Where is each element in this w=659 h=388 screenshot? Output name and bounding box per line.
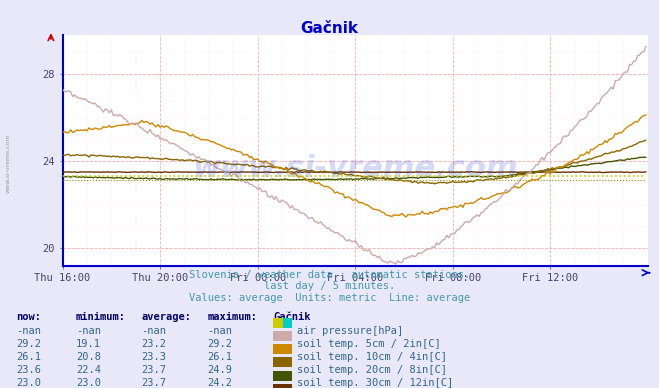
- Text: 22.4: 22.4: [76, 365, 101, 375]
- Text: 29.2: 29.2: [208, 339, 233, 349]
- Text: 23.2: 23.2: [142, 339, 167, 349]
- Text: 23.0: 23.0: [76, 378, 101, 388]
- Text: 23.3: 23.3: [142, 352, 167, 362]
- Text: -nan: -nan: [142, 326, 167, 336]
- Text: 23.6: 23.6: [16, 365, 42, 375]
- Text: soil temp. 5cm / 2in[C]: soil temp. 5cm / 2in[C]: [297, 339, 441, 349]
- Text: 23.0: 23.0: [16, 378, 42, 388]
- Text: -nan: -nan: [16, 326, 42, 336]
- Text: Gačnik: Gačnik: [273, 312, 311, 322]
- Text: 23.7: 23.7: [142, 365, 167, 375]
- Text: now:: now:: [16, 312, 42, 322]
- Text: 24.9: 24.9: [208, 365, 233, 375]
- Text: 19.1: 19.1: [76, 339, 101, 349]
- Text: maximum:: maximum:: [208, 312, 258, 322]
- Text: minimum:: minimum:: [76, 312, 126, 322]
- Text: 26.1: 26.1: [208, 352, 233, 362]
- Text: -nan: -nan: [76, 326, 101, 336]
- Text: Slovenia / weather data - automatic stations.: Slovenia / weather data - automatic stat…: [189, 270, 470, 280]
- Text: -nan: -nan: [208, 326, 233, 336]
- Text: 20.8: 20.8: [76, 352, 101, 362]
- Text: www.si-vreme.com: www.si-vreme.com: [192, 154, 518, 183]
- Text: soil temp. 20cm / 8in[C]: soil temp. 20cm / 8in[C]: [297, 365, 447, 375]
- Text: Gačnik: Gačnik: [301, 21, 358, 36]
- Text: 24.2: 24.2: [208, 378, 233, 388]
- Text: 23.7: 23.7: [142, 378, 167, 388]
- Text: soil temp. 10cm / 4in[C]: soil temp. 10cm / 4in[C]: [297, 352, 447, 362]
- Text: www.si-vreme.com: www.si-vreme.com: [5, 133, 11, 193]
- Text: air pressure[hPa]: air pressure[hPa]: [297, 326, 403, 336]
- Text: average:: average:: [142, 312, 192, 322]
- Text: soil temp. 30cm / 12in[C]: soil temp. 30cm / 12in[C]: [297, 378, 453, 388]
- Text: 29.2: 29.2: [16, 339, 42, 349]
- Text: 26.1: 26.1: [16, 352, 42, 362]
- Text: Values: average  Units: metric  Line: average: Values: average Units: metric Line: aver…: [189, 293, 470, 303]
- Text: last day / 5 minutes.: last day / 5 minutes.: [264, 281, 395, 291]
